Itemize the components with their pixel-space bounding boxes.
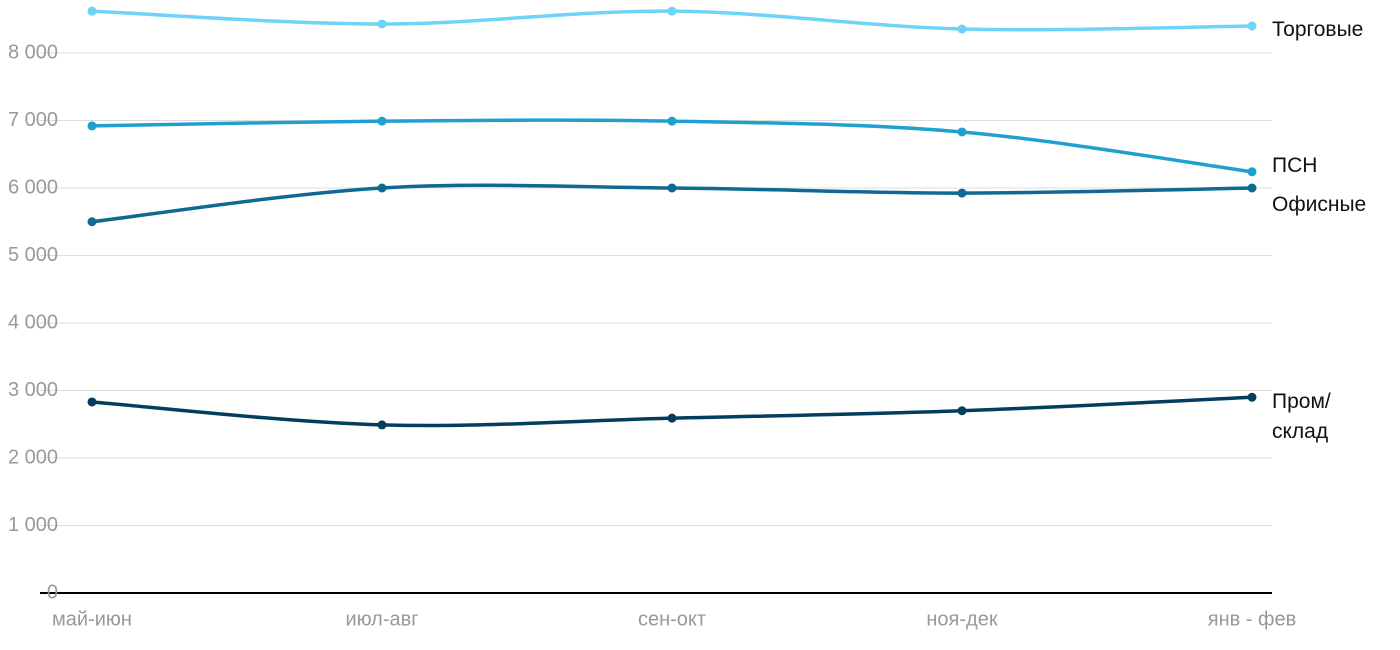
y-tick-label: 0 — [47, 581, 58, 603]
series-line — [91, 118, 1253, 174]
x-tick-label: ноя-дек — [926, 608, 997, 630]
y-tick-label: 3 000 — [8, 379, 58, 401]
y-tick-label: 7 000 — [8, 109, 58, 131]
y-tick-label: 4 000 — [8, 311, 58, 333]
point — [667, 183, 677, 193]
y-tick-label: 5 000 — [8, 244, 58, 266]
point — [667, 116, 677, 126]
point — [87, 217, 97, 227]
point — [87, 121, 97, 131]
point — [1247, 21, 1257, 31]
series-label: Торговые — [1272, 18, 1364, 41]
point — [377, 183, 387, 193]
point — [667, 6, 677, 16]
point — [957, 24, 967, 34]
point — [1247, 392, 1257, 402]
point — [87, 6, 97, 16]
point — [87, 397, 97, 407]
y-tick-label: 1 000 — [8, 514, 58, 536]
y-tick-label: 2 000 — [8, 446, 58, 468]
x-tick-label: сен-окт — [638, 608, 706, 630]
point — [377, 19, 387, 29]
point — [667, 413, 677, 423]
point — [377, 116, 387, 126]
series-label: Пром/ склад — [1272, 390, 1331, 444]
point — [957, 406, 967, 416]
y-tick-label: 8 000 — [8, 41, 58, 63]
series-label: ПСН — [1272, 153, 1318, 177]
point — [957, 127, 967, 137]
series-label: Офисные — [1272, 193, 1367, 216]
point — [1247, 167, 1257, 177]
x-tick-label: июл-авг — [345, 608, 418, 630]
point — [957, 188, 967, 198]
point — [1247, 183, 1257, 193]
x-tick-label: янв - фев — [1208, 608, 1296, 630]
x-tick-label: май-июн — [52, 608, 132, 630]
y-tick-label: 6 000 — [8, 176, 58, 198]
point — [377, 420, 387, 430]
